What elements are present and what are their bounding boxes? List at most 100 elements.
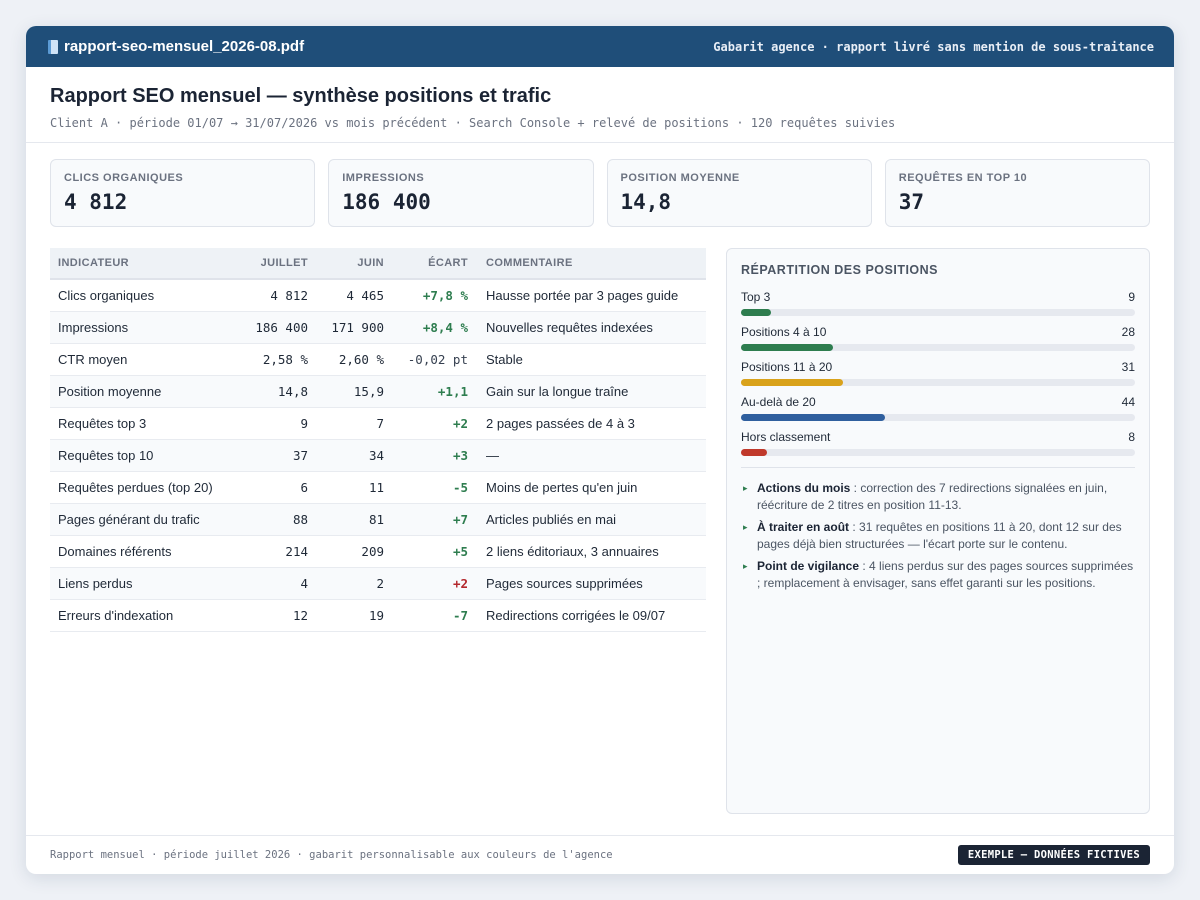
bar-value: 31 <box>1121 360 1135 374</box>
bar-fill <box>741 344 833 351</box>
kpi-card-impressions: IMPRESSIONS 186 400 <box>328 159 594 227</box>
position-bar-row: Hors classement 8 <box>741 430 1135 465</box>
cell-indicator: Erreurs d'indexation <box>50 599 236 632</box>
position-bar-row: Top 3 9 <box>741 290 1135 325</box>
agency-note: Gabarit agence · rapport livré sans ment… <box>713 39 1154 54</box>
table-row: Domaines référents 214 209 +5 2 liens éditor… <box>50 535 706 568</box>
bar-label: Au-delà de 20 <box>741 395 816 409</box>
cell-indicator: Requêtes top 3 <box>50 407 236 440</box>
cell-delta: +7 <box>392 503 476 536</box>
page-title: Rapport SEO mensuel — synthèse positions… <box>50 85 552 107</box>
bar-value: 8 <box>1128 430 1135 444</box>
position-bar-row: Au-delà de 20 44 <box>741 395 1135 430</box>
note-item: ▸ À traiter en août : 31 requêtes en posi… <box>741 519 1135 552</box>
cell-delta: -5 <box>392 471 476 504</box>
table-row: Pages générant du trafic 88 81 +7 Articles p… <box>50 503 706 536</box>
kpi-label: IMPRESSIONS <box>342 172 425 184</box>
positions-panel: RÉPARTITION DES POSITIONS Top 3 9 Position… <box>726 248 1150 814</box>
kpi-row: CLICS ORGANIQUES 4 812 IMPRESSIONS 186 4… <box>50 159 1150 227</box>
bar-value: 44 <box>1121 395 1135 409</box>
column-header-indicator: INDICATEUR <box>50 248 236 280</box>
table-header-row: INDICATEUR JUILLET JUIN ÉCART COMMENTAIR… <box>50 248 706 280</box>
report-header: Rapport SEO mensuel — synthèse positions… <box>26 67 1174 143</box>
cell-delta: -0,02 pt <box>392 343 476 376</box>
column-header-july: JUILLET <box>236 248 316 280</box>
kpi-card-top10: REQUÊTES EN TOP 10 37 <box>884 159 1150 227</box>
cell-comment: Articles publiés en mai <box>476 503 706 536</box>
document-icon <box>48 39 58 54</box>
cell-july: 9 <box>236 407 316 440</box>
table-row: Requêtes perdues (top 20) 6 11 -5 Moins de p… <box>50 471 706 504</box>
cell-july: 12 <box>236 599 316 632</box>
cell-july: 37 <box>236 439 316 472</box>
bar-label: Top 3 <box>741 290 771 304</box>
cell-delta: +2 <box>392 407 476 440</box>
cell-indicator: Pages générant du trafic <box>50 503 236 536</box>
kpi-card-clicks: CLICS ORGANIQUES 4 812 <box>50 159 316 227</box>
cell-comment: Pages sources supprimées <box>476 567 706 600</box>
cell-comment: Nouvelles requêtes indexées <box>476 311 706 344</box>
cell-delta: -7 <box>392 599 476 632</box>
indicators-table: INDICATEUR JUILLET JUIN ÉCART COMMENTAIR… <box>50 248 706 632</box>
table-row: Requêtes top 3 9 7 +2 2 pages passées de 4 à… <box>50 407 706 440</box>
cell-june: 19 <box>316 599 392 632</box>
note-title: À traiter en août <box>757 520 850 534</box>
cell-comment: 2 liens éditoriaux, 3 annuaires <box>476 535 706 568</box>
table-row: Clics organiques 4 812 4 465 +7,8 % Hausse p… <box>50 279 706 312</box>
cell-comment: — <box>476 439 706 472</box>
bar-track <box>741 379 1135 386</box>
note-text: : 31 requêtes en positions 11 à 20, dont… <box>757 520 1122 551</box>
position-bar-row: Positions 11 à 20 31 <box>741 360 1135 395</box>
notes-list: ▸ Actions du mois : correction des 7 redi… <box>741 480 1135 591</box>
column-header-june: JUIN <box>316 248 392 280</box>
bar-value: 9 <box>1128 290 1135 304</box>
cell-indicator: Domaines référents <box>50 535 236 568</box>
bullet-arrow-icon: ▸ <box>743 561 748 571</box>
bar-track <box>741 414 1135 421</box>
page-subtitle: Client A · période 01/07 → 31/07/2026 vs… <box>50 116 896 130</box>
table-row: CTR moyen 2,58 % 2,60 % -0,02 pt Stable <box>50 343 706 376</box>
table-row: Impressions 186 400 171 900 +8,4 % Nouvelles… <box>50 311 706 344</box>
bar-track <box>741 344 1135 351</box>
note-text: : 4 liens perdus sur des pages sources s… <box>757 559 1134 590</box>
file-name: rapport-seo-mensuel_2026-08.pdf <box>64 38 305 55</box>
table-body: Clics organiques 4 812 4 465 +7,8 % Hausse p… <box>50 279 706 632</box>
bullet-arrow-icon: ▸ <box>743 483 748 493</box>
cell-indicator: Requêtes top 10 <box>50 439 236 472</box>
cell-comment: Stable <box>476 343 706 376</box>
bar-label: Hors classement <box>741 430 831 444</box>
table-row: Liens perdus 4 2 +2 Pages sources supprimées <box>50 567 706 600</box>
kpi-value: 4 812 <box>64 190 128 214</box>
cell-july: 2,58 % <box>236 343 316 376</box>
column-header-comment: COMMENTAIRE <box>476 248 706 280</box>
table-row: Position moyenne 14,8 15,9 +1,1 Gain sur la … <box>50 375 706 408</box>
column-header-delta: ÉCART <box>392 248 476 280</box>
kpi-value: 14,8 <box>620 190 672 214</box>
sample-data-badge: EXEMPLE — DONNÉES FICTIVES <box>957 845 1150 865</box>
bullet-arrow-icon: ▸ <box>743 522 748 532</box>
cell-june: 4 465 <box>316 279 392 312</box>
file-name-area: rapport-seo-mensuel_2026-08.pdf <box>48 38 304 55</box>
title-bar: rapport-seo-mensuel_2026-08.pdf Gabarit … <box>26 26 1174 67</box>
note-text: : correction des 7 redirections signalée… <box>757 481 1108 512</box>
cell-delta: +1,1 <box>392 375 476 408</box>
cell-june: 34 <box>316 439 392 472</box>
cell-indicator: Clics organiques <box>50 279 236 312</box>
footer-text: Rapport mensuel · période juillet 2026 ·… <box>50 849 613 861</box>
note-item: ▸ Actions du mois : correction des 7 redi… <box>741 480 1135 513</box>
cell-june: 11 <box>316 471 392 504</box>
cell-indicator: Position moyenne <box>50 375 236 408</box>
bar-track <box>741 449 1135 456</box>
kpi-value: 186 400 <box>342 190 431 214</box>
cell-july: 88 <box>236 503 316 536</box>
bar-fill <box>741 414 885 421</box>
kpi-label: CLICS ORGANIQUES <box>64 172 184 184</box>
cell-june: 7 <box>316 407 392 440</box>
cell-june: 209 <box>316 535 392 568</box>
cell-indicator: Impressions <box>50 311 236 344</box>
bar-label: Positions 11 à 20 <box>741 360 833 374</box>
panel-divider <box>741 467 1135 468</box>
bar-value: 28 <box>1121 325 1135 339</box>
kpi-label: REQUÊTES EN TOP 10 <box>898 172 1028 184</box>
cell-delta: +8,4 % <box>392 311 476 344</box>
